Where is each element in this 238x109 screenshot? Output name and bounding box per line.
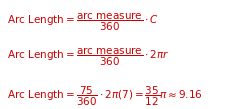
Text: $\mathrm{Arc\ Length} = \dfrac{\mathrm{arc\ measure}}{360} \cdot 2\pi r$: $\mathrm{Arc\ Length} = \dfrac{\mathrm{a…: [7, 46, 170, 68]
Text: $\mathrm{Arc\ Length} = \dfrac{\mathrm{arc\ measure}}{360} \cdot C$: $\mathrm{Arc\ Length} = \dfrac{\mathrm{a…: [7, 11, 159, 33]
Text: $\mathrm{Arc\ Length} = \dfrac{75}{360} \cdot 2\pi(7) = \dfrac{35}{12}\pi \appro: $\mathrm{Arc\ Length} = \dfrac{75}{360} …: [7, 84, 203, 108]
